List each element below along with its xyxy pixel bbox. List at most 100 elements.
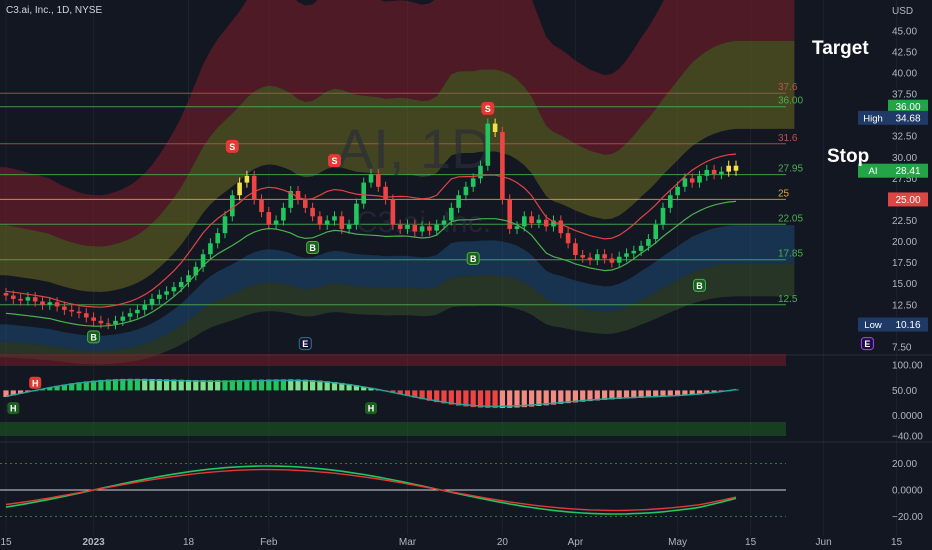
price-tick: 17.50 xyxy=(892,258,917,269)
hist-bar xyxy=(492,390,498,409)
price-tick: 40.00 xyxy=(892,69,917,80)
indicator-lines xyxy=(5,153,737,327)
level-label: 31.6 xyxy=(778,133,798,144)
hist-bar xyxy=(69,383,75,391)
candle-body xyxy=(273,220,279,225)
price-tick: 22.50 xyxy=(892,216,917,227)
signal-label: S xyxy=(485,104,491,114)
hist-bar xyxy=(594,390,600,401)
candle-body xyxy=(3,292,9,296)
candle-body xyxy=(62,306,67,310)
hist-bar xyxy=(550,390,557,405)
candle-body xyxy=(11,295,16,299)
candle-body xyxy=(631,250,637,254)
hist-bar xyxy=(529,390,535,407)
candle-body xyxy=(522,216,527,227)
hist-bar xyxy=(667,390,673,397)
candle-body xyxy=(208,243,213,255)
price-tag-value: 34.68 xyxy=(895,113,920,124)
candle-body xyxy=(164,291,169,295)
hist-bar xyxy=(112,379,119,391)
hist-bar xyxy=(499,390,505,409)
time-tick: 15 xyxy=(745,537,757,548)
bands xyxy=(0,0,795,365)
candle-body xyxy=(84,313,89,318)
hist-bar xyxy=(543,390,549,406)
price-tag-bg xyxy=(888,192,928,207)
hist-bar xyxy=(266,379,272,391)
hist-bar xyxy=(696,390,703,395)
hist-tick: 0.0000 xyxy=(892,411,923,422)
hist-bar xyxy=(412,390,418,398)
hist-bar xyxy=(324,381,330,391)
hist-bar xyxy=(536,390,542,407)
hist-tick: 50.00 xyxy=(892,386,917,397)
candle-body xyxy=(266,212,272,225)
histogram-panel: H H H xyxy=(0,354,786,436)
hist-bar xyxy=(83,381,89,391)
candle-body xyxy=(171,287,177,292)
hist-bar xyxy=(653,390,659,398)
hist-top-band xyxy=(0,354,786,366)
hist-bar xyxy=(61,384,67,391)
signal-label: B xyxy=(470,254,477,264)
hist-signal-line xyxy=(5,379,737,407)
price-tag-bg xyxy=(888,317,928,332)
hist-marker-badge xyxy=(29,376,42,389)
hist-marker-label: H xyxy=(32,378,39,388)
hist-bar xyxy=(645,390,651,398)
price-tag-label: Low xyxy=(864,320,882,331)
hist-bar xyxy=(288,379,294,391)
price-tag-bg xyxy=(888,163,928,178)
hist-bar xyxy=(704,390,710,394)
candle-body xyxy=(186,275,191,283)
candle-body xyxy=(638,245,644,251)
candle-body xyxy=(98,320,104,324)
candle-body xyxy=(668,195,673,208)
price-tag-value: 25.00 xyxy=(895,195,920,206)
hist-bar xyxy=(602,390,608,400)
currency-label: USD xyxy=(892,6,913,17)
hist-bar xyxy=(514,390,520,408)
candle-body xyxy=(470,178,476,187)
hist-bar xyxy=(76,382,82,391)
candle-body xyxy=(47,302,53,305)
price-tick: 42.50 xyxy=(892,47,917,58)
hist-bar xyxy=(456,390,462,406)
hist-bar xyxy=(207,380,213,391)
candles xyxy=(3,118,739,330)
hist-bar xyxy=(477,390,484,408)
hist-marker-badge xyxy=(7,402,20,415)
hist-bar xyxy=(675,390,681,397)
price-tag-label: High xyxy=(863,113,883,124)
candle-body xyxy=(354,203,359,225)
time-tick: Mar xyxy=(399,537,417,548)
candle-body xyxy=(595,254,600,261)
time-tick: 18 xyxy=(183,537,195,548)
lower-band-green xyxy=(0,263,795,365)
candle-body xyxy=(361,182,366,204)
hist-bar xyxy=(682,390,688,396)
level-label: 36.00 xyxy=(778,96,803,107)
osc-tick: 0.0000 xyxy=(892,486,923,497)
candle-body xyxy=(120,316,126,321)
hist-bar xyxy=(317,380,323,391)
time-tick: 2023 xyxy=(82,537,105,548)
time-tick: 15 xyxy=(0,537,12,548)
level-label: 12.5 xyxy=(778,294,798,305)
symbol-header: C3.ai, Inc., 1D, NYSE xyxy=(6,5,103,16)
candle-body xyxy=(711,169,717,175)
signal-badge xyxy=(481,101,495,115)
hist-bar xyxy=(339,382,345,391)
price-tag-value: 36.00 xyxy=(895,102,920,113)
hist-bar xyxy=(120,378,126,391)
candle-body xyxy=(295,191,301,200)
signal-badge xyxy=(693,278,706,292)
candle-body xyxy=(105,323,111,325)
candle-body xyxy=(230,195,235,217)
osc-line-fast xyxy=(5,465,737,515)
signal-badge xyxy=(87,330,101,344)
hist-bar xyxy=(580,390,586,402)
hist-bar xyxy=(156,379,162,391)
hist-bar xyxy=(485,390,491,408)
